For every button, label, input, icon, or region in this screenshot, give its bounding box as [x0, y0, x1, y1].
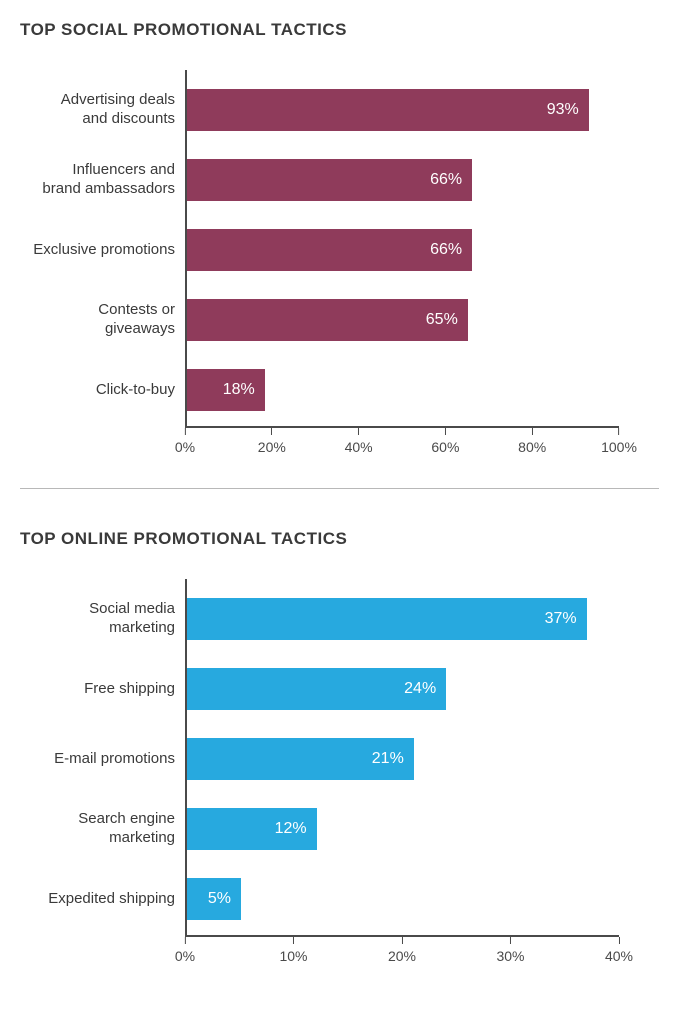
category-label: Social media marketing	[32, 600, 187, 638]
bar-value-label: 24%	[404, 680, 436, 698]
bar: 37%	[187, 598, 587, 640]
category-label: Contests or giveaways	[32, 301, 187, 339]
bar-value-label: 93%	[547, 101, 579, 119]
x-tick: 20%	[258, 428, 286, 455]
chart-social: TOP SOCIAL PROMOTIONAL TACTICS Advertisi…	[20, 20, 659, 458]
bar-value-label: 12%	[275, 820, 307, 838]
bar-row: Exclusive promotions 66%	[187, 220, 619, 280]
x-axis: 0% 20% 40% 60% 80% 100%	[185, 428, 619, 458]
bar-row: Click-to-buy 18%	[187, 360, 619, 420]
category-label: Click-to-buy	[32, 381, 187, 400]
x-tick: 30%	[496, 937, 524, 964]
bar-row: Social media marketing 37%	[187, 589, 619, 649]
bar-value-label: 66%	[430, 171, 462, 189]
bar-row: Expedited shipping 5%	[187, 869, 619, 929]
bar-row: Search engine marketing 12%	[187, 799, 619, 859]
bar: 93%	[187, 89, 589, 131]
x-tick: 20%	[388, 937, 416, 964]
chart-online: TOP ONLINE PROMOTIONAL TACTICS Social me…	[20, 529, 659, 967]
bar: 21%	[187, 738, 414, 780]
x-tick: 0%	[175, 428, 195, 455]
bar: 65%	[187, 299, 468, 341]
category-label: Free shipping	[32, 680, 187, 699]
bar-value-label: 65%	[426, 311, 458, 329]
bar-row: E-mail promotions 21%	[187, 729, 619, 789]
bar: 18%	[187, 369, 265, 411]
bar-value-label: 66%	[430, 241, 462, 259]
category-label: Expedited shipping	[32, 890, 187, 909]
x-axis: 0% 10% 20% 30% 40%	[185, 937, 619, 967]
chart-title: TOP ONLINE PROMOTIONAL TACTICS	[20, 529, 659, 549]
category-label: E-mail promotions	[32, 750, 187, 769]
x-tick: 80%	[518, 428, 546, 455]
bar-row: Advertising deals and discounts 93%	[187, 80, 619, 140]
x-tick: 100%	[601, 428, 637, 455]
bar: 66%	[187, 159, 472, 201]
x-tick: 60%	[431, 428, 459, 455]
x-tick: 0%	[175, 937, 195, 964]
plot-area: Social media marketing 37% Free shipping…	[185, 579, 619, 937]
category-label: Influencers and brand ambassadors	[32, 161, 187, 199]
x-tick: 40%	[345, 428, 373, 455]
bar-value-label: 37%	[545, 610, 577, 628]
category-label: Search engine marketing	[32, 810, 187, 848]
bar: 24%	[187, 668, 446, 710]
bar-value-label: 18%	[223, 381, 255, 399]
x-tick: 10%	[279, 937, 307, 964]
category-label: Exclusive promotions	[32, 241, 187, 260]
x-tick: 40%	[605, 937, 633, 964]
bar-row: Free shipping 24%	[187, 659, 619, 719]
bar-value-label: 21%	[372, 750, 404, 768]
bar-row: Contests or giveaways 65%	[187, 290, 619, 350]
bar: 12%	[187, 808, 317, 850]
section-divider	[20, 488, 659, 489]
category-label: Advertising deals and discounts	[32, 91, 187, 129]
bar: 66%	[187, 229, 472, 271]
plot-area: Advertising deals and discounts 93% Infl…	[185, 70, 619, 428]
bar-value-label: 5%	[208, 890, 231, 908]
chart-title: TOP SOCIAL PROMOTIONAL TACTICS	[20, 20, 659, 40]
bar-row: Influencers and brand ambassadors 66%	[187, 150, 619, 210]
bar: 5%	[187, 878, 241, 920]
